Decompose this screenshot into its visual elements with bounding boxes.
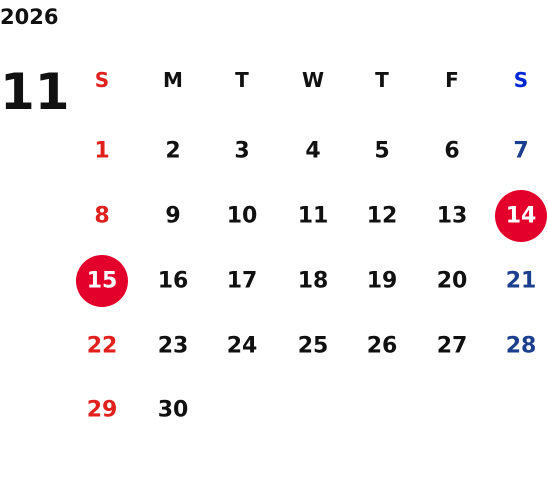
day: 3 xyxy=(234,139,249,164)
month: 11 xyxy=(0,63,70,121)
day: 20 xyxy=(437,269,468,294)
day: 25 xyxy=(298,334,329,359)
day: 29 xyxy=(87,398,118,423)
highlight-circle xyxy=(495,190,547,242)
day: 9 xyxy=(165,204,180,229)
day: 14 xyxy=(506,204,537,229)
day: 8 xyxy=(94,204,109,229)
day: 22 xyxy=(87,334,118,359)
day: 2 xyxy=(165,139,180,164)
day: 19 xyxy=(367,269,398,294)
weekday-label: S xyxy=(514,68,528,92)
day: 30 xyxy=(158,398,189,423)
day: 27 xyxy=(437,334,468,359)
day: 28 xyxy=(506,334,537,359)
weekday-label: W xyxy=(302,68,324,92)
day: 7 xyxy=(513,139,528,164)
day: 11 xyxy=(298,204,329,229)
day: 16 xyxy=(158,269,189,294)
day: 24 xyxy=(227,334,258,359)
weekday-label: T xyxy=(235,68,249,92)
day: 10 xyxy=(227,204,258,229)
day: 6 xyxy=(444,139,459,164)
day: 21 xyxy=(506,269,537,294)
day: 4 xyxy=(305,139,320,164)
weekday-label: M xyxy=(163,68,183,92)
day: 23 xyxy=(158,334,189,359)
day: 17 xyxy=(227,269,258,294)
year: 2026 xyxy=(0,5,58,29)
highlight-circle xyxy=(76,255,128,307)
day: 1 xyxy=(94,139,109,164)
weekday-label: S xyxy=(95,68,109,92)
day: 12 xyxy=(367,204,398,229)
day: 26 xyxy=(367,334,398,359)
day: 15 xyxy=(87,269,118,294)
day: 13 xyxy=(437,204,468,229)
day: 5 xyxy=(374,139,389,164)
weekday-label: F xyxy=(445,68,459,92)
weekday-label: T xyxy=(375,68,389,92)
day: 18 xyxy=(298,269,329,294)
